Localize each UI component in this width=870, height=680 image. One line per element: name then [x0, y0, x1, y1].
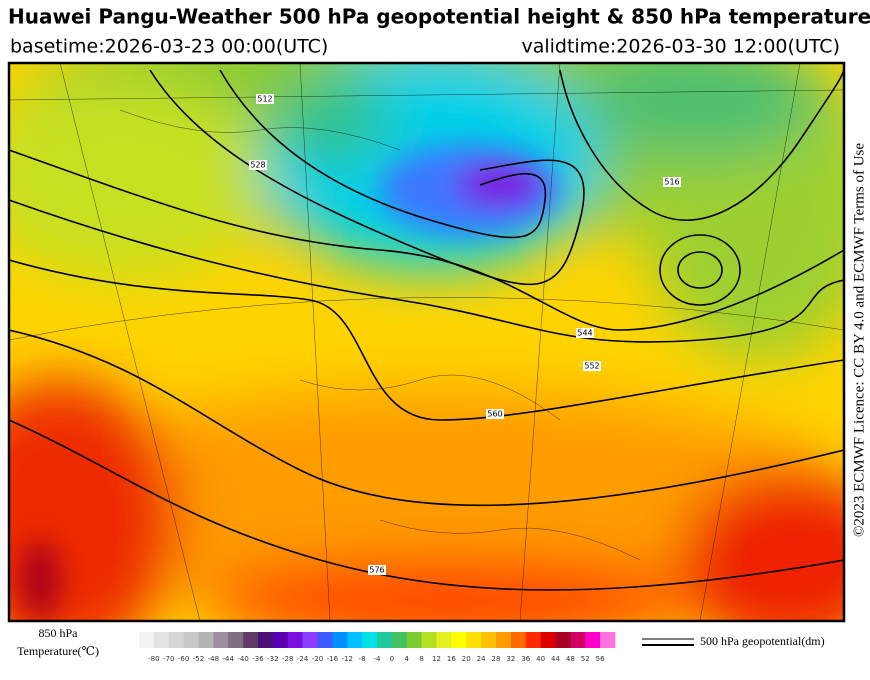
colorbar-tick-label: 40 [536, 655, 545, 663]
colorbar-tick-label: -32 [267, 655, 278, 663]
colorbar-tick-label: -28 [282, 655, 293, 663]
colorbar-swatch [496, 632, 512, 648]
colorbar-swatch [377, 632, 393, 648]
contour-label: 560 [487, 410, 502, 419]
colorbar-tick-label: 32 [506, 655, 515, 663]
colorbar-title: Temperature(℃) [17, 644, 99, 658]
colorbar-swatch [570, 632, 586, 648]
contour-label-bg [249, 160, 267, 170]
colorbar-swatch [153, 632, 170, 648]
colorbar-tick-label: -20 [312, 655, 323, 663]
contour-label-bg [583, 361, 601, 371]
colorbar-swatch [302, 632, 318, 648]
colorbar-tick-label: -80 [148, 655, 159, 663]
colorbar-tick-label: -24 [297, 655, 309, 663]
colorbar-swatch [406, 632, 422, 648]
colorbar-swatch [391, 632, 408, 648]
validtime: validtime:2026-03-30 12:00(UTC) [521, 36, 840, 58]
colorbar-tick-label: -44 [223, 655, 235, 663]
colorbar-tick-label: -8 [359, 655, 366, 663]
colorbar-tick-label: -48 [208, 655, 219, 663]
colorbar-swatch [436, 632, 452, 648]
colorbar-tick-label: 0 [390, 655, 394, 663]
colorbar-swatch [510, 632, 527, 648]
line-legend-label: 500 hPa geopotential(dm) [700, 634, 825, 648]
contour-label-bg [368, 565, 386, 575]
colorbar-swatch [421, 632, 437, 648]
contour-label: 576 [369, 566, 384, 575]
colorbar-tick-label: 28 [492, 655, 501, 663]
colorbar-swatch [243, 632, 259, 648]
colorbar-swatch [525, 632, 541, 648]
colorbar-swatch [600, 632, 616, 648]
contour-label-bg [576, 328, 594, 338]
colorbar-tick-label: 8 [419, 655, 423, 663]
colorbar-swatch [168, 632, 184, 648]
colorbar-swatch [287, 632, 303, 648]
colorbar-tick-label: -52 [193, 655, 204, 663]
map-frame [7, 61, 846, 623]
colorbar-tick-label: -40 [237, 655, 248, 663]
colorbar-tick-label: 36 [521, 655, 530, 663]
colorbar-tick-label: -36 [252, 655, 264, 663]
colorbar-tick-label: 48 [566, 655, 575, 663]
colorbar-swatch [332, 632, 348, 648]
colorbar-tick-label: -12 [342, 655, 353, 663]
colorbar-swatch [555, 632, 571, 648]
colorbar-swatch [183, 632, 199, 648]
colorbar-swatch [481, 632, 497, 648]
colorbar-swatch [347, 632, 363, 648]
colorbar-swatch [585, 632, 601, 648]
contour-label: 516 [664, 178, 679, 187]
colorbar-swatch [362, 632, 378, 648]
contour-label-bg [486, 409, 504, 419]
colorbar-swatch [198, 632, 214, 648]
colorbar-swatch [213, 632, 229, 648]
colorbar-swatch [139, 632, 155, 648]
colorbar-tick-label: -16 [327, 655, 339, 663]
licence: ©2023 ECMWF Licence: CC BY 4.0 and ECMWF… [851, 143, 867, 537]
colorbar-swatch [272, 632, 289, 648]
colorbar-swatch [228, 632, 244, 648]
title: Huawei Pangu-Weather 500 hPa geopotentia… [8, 5, 870, 29]
colorbar-tick-label: -60 [178, 655, 189, 663]
colorbar-swatch [540, 632, 556, 648]
colorbar-tick-label: -4 [374, 655, 382, 663]
contour-label: 512 [257, 95, 272, 104]
colorbar-tick-label: 56 [596, 655, 605, 663]
contour-label: 528 [250, 161, 265, 170]
colorbar-tick-label: 24 [477, 655, 486, 663]
contour-label-bg [256, 94, 274, 104]
colorbar-swatch [317, 632, 333, 648]
colorbar-tick-label: 16 [447, 655, 456, 663]
colorbar-tick-label: 44 [551, 655, 560, 663]
contour-label: 552 [584, 362, 599, 371]
map-area [9, 63, 844, 621]
colorbar-tick-label: 4 [405, 655, 410, 663]
colorbar-tick-label: 12 [432, 655, 441, 663]
basetime: basetime:2026-03-23 00:00(UTC) [10, 36, 328, 58]
colorbar-swatch [451, 632, 467, 648]
colorbar-tick-label: -70 [163, 655, 174, 663]
colorbar-tick-label: 20 [462, 655, 471, 663]
contour-label: 544 [577, 329, 592, 338]
colorbar-title: 850 hPa [39, 626, 79, 640]
colorbar-swatch [258, 632, 274, 648]
contour-label-bg [663, 177, 681, 187]
colorbar-swatch [466, 632, 482, 648]
colorbar-tick-label: 52 [581, 655, 590, 663]
